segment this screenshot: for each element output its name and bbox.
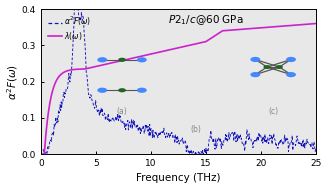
Text: $P2_1/c$@60 GPa: $P2_1/c$@60 GPa (168, 13, 244, 27)
Circle shape (286, 72, 296, 77)
Circle shape (264, 65, 271, 69)
Circle shape (137, 57, 147, 62)
X-axis label: Frequency (THz): Frequency (THz) (136, 174, 221, 184)
Legend: $\alpha^2F(\omega)$, $\lambda(\omega)$: $\alpha^2F(\omega)$, $\lambda(\omega)$ (47, 14, 92, 43)
Circle shape (118, 58, 126, 62)
Circle shape (250, 72, 260, 77)
Text: (b): (b) (191, 125, 202, 134)
Circle shape (118, 88, 126, 92)
Circle shape (137, 88, 147, 93)
Circle shape (276, 65, 283, 69)
Circle shape (97, 88, 107, 93)
Text: (a): (a) (117, 107, 128, 116)
Circle shape (250, 57, 260, 62)
Circle shape (97, 57, 107, 62)
Y-axis label: $\alpha^2F(\omega)$: $\alpha^2F(\omega)$ (6, 64, 20, 100)
Circle shape (286, 57, 296, 62)
Text: (c): (c) (268, 107, 278, 116)
